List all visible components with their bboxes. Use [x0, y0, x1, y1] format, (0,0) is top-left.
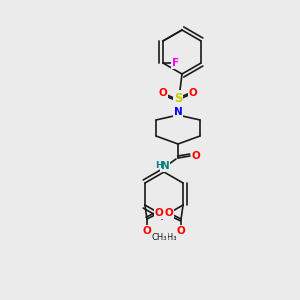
Text: O: O [165, 208, 173, 218]
Text: O: O [159, 88, 167, 98]
Text: CH₃: CH₃ [161, 233, 177, 242]
Text: O: O [189, 88, 197, 98]
Text: O: O [192, 151, 200, 161]
Text: O: O [154, 208, 163, 218]
Text: N: N [160, 161, 169, 171]
Text: H: H [155, 160, 163, 169]
Text: N: N [174, 107, 182, 117]
Text: CH₃: CH₃ [151, 233, 167, 242]
Text: S: S [174, 92, 182, 104]
Text: O: O [177, 226, 185, 236]
Text: F: F [172, 58, 179, 68]
Text: O: O [142, 226, 151, 236]
